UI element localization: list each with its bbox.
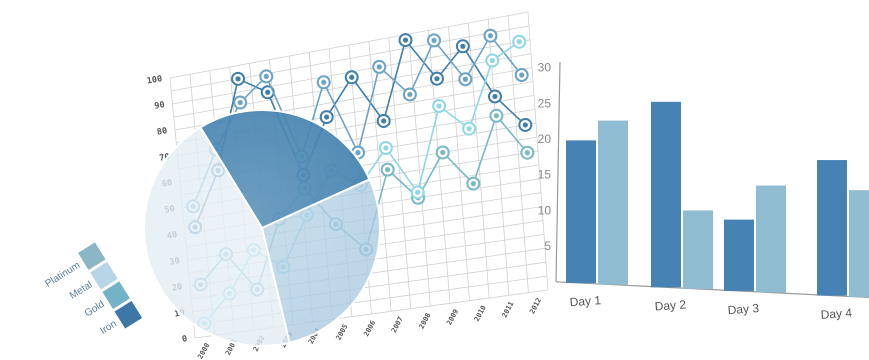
line-x-tick-label: 2012 — [528, 297, 543, 316]
line-data-point — [319, 110, 334, 125]
legend-swatch — [78, 242, 106, 270]
bar-category-label: Day 4 — [820, 306, 853, 322]
line-y-tick-label: 80 — [156, 126, 168, 138]
line-data-point — [426, 33, 441, 48]
line-x-tick-label: 2000 — [196, 342, 211, 360]
line-data-point — [372, 59, 387, 74]
legend-label: Metal — [68, 279, 95, 301]
line-data-point — [432, 98, 447, 113]
legend-label: Iron — [98, 318, 118, 336]
bar-y-tick-label: 30 — [538, 61, 552, 75]
line-x-tick-label: 2005 — [335, 323, 350, 342]
legend-swatch — [114, 300, 143, 329]
bar-chart-bars — [566, 101, 869, 298]
legend-swatch — [90, 261, 118, 290]
line-data-point — [455, 39, 470, 54]
line-data-point — [316, 75, 331, 90]
line-data-point — [466, 176, 481, 191]
bar — [817, 160, 847, 296]
bar — [724, 219, 754, 291]
line-data-point — [376, 113, 391, 128]
bar-y-tick-label: 10 — [538, 203, 552, 217]
legend-label: Platinum — [43, 260, 82, 290]
line-data-point — [518, 117, 533, 132]
bar — [651, 101, 681, 288]
line-x-tick-label: 2009 — [445, 308, 460, 327]
pie-chart — [143, 109, 381, 347]
bar-y-axis-line — [555, 61, 561, 282]
bar-category-label: Day 1 — [569, 293, 602, 309]
line-data-point — [402, 87, 417, 102]
line-y-tick-label: 0 — [181, 334, 188, 345]
line-x-tick-label: 2008 — [418, 312, 433, 331]
pie-shading — [144, 112, 380, 344]
line-data-point — [231, 71, 246, 86]
bar — [756, 185, 786, 293]
line-data-point — [512, 34, 527, 49]
bar-y-tick-label: 20 — [538, 132, 552, 146]
bar-chart: 5 10 15 20 25 30 Day 1 Day 2 Day 3 Day 4 — [538, 61, 869, 322]
line-y-tick-label: 100 — [146, 74, 163, 87]
line-data-point — [429, 71, 444, 86]
bar-category-label: Day 2 — [654, 297, 687, 313]
line-data-point — [378, 140, 393, 155]
bar-y-tick-label: 5 — [544, 239, 551, 253]
bar-chart-y-axis: 5 10 15 20 25 30 — [538, 61, 552, 253]
bar — [566, 140, 596, 284]
line-data-point — [398, 33, 413, 48]
line-x-tick-label: 2007 — [390, 315, 405, 334]
line-y-tick-label: 70 — [159, 152, 171, 164]
line-x-tick-label: 2010 — [473, 304, 488, 323]
grid-line-horizontal — [173, 53, 532, 118]
legend-item: Platinum — [43, 242, 106, 290]
bar — [849, 190, 869, 298]
line-x-tick-label: 2011 — [501, 300, 516, 319]
bar-y-tick-label: 25 — [538, 96, 552, 110]
bar-y-tick-label: 15 — [538, 168, 552, 182]
line-data-point — [344, 70, 359, 85]
bar — [598, 120, 628, 285]
bar-category-label: Day 3 — [727, 301, 760, 317]
bar — [683, 210, 713, 289]
line-data-point — [462, 121, 477, 136]
line-data-point — [458, 72, 473, 87]
line-data-point — [514, 68, 529, 83]
line-data-point — [259, 69, 274, 84]
grid-line-horizontal — [171, 25, 530, 92]
line-x-tick-label: 2006 — [362, 319, 377, 338]
line-data-point — [487, 89, 502, 104]
legend-swatch — [102, 281, 130, 309]
legend-label: Gold — [83, 299, 107, 320]
line-data-point — [435, 145, 450, 160]
line-data-point — [410, 185, 425, 200]
line-data-point — [520, 145, 535, 160]
line-data-point — [489, 108, 504, 123]
grid-line-horizontal — [169, 11, 529, 79]
bar-chart-x-axis: Day 1 Day 2 Day 3 Day 4 — [569, 293, 853, 322]
line-y-tick-label: 90 — [154, 100, 166, 112]
line-data-point — [483, 28, 498, 43]
line-data-point — [380, 162, 395, 177]
line-data-point — [485, 53, 500, 68]
line-data-point — [233, 95, 248, 110]
